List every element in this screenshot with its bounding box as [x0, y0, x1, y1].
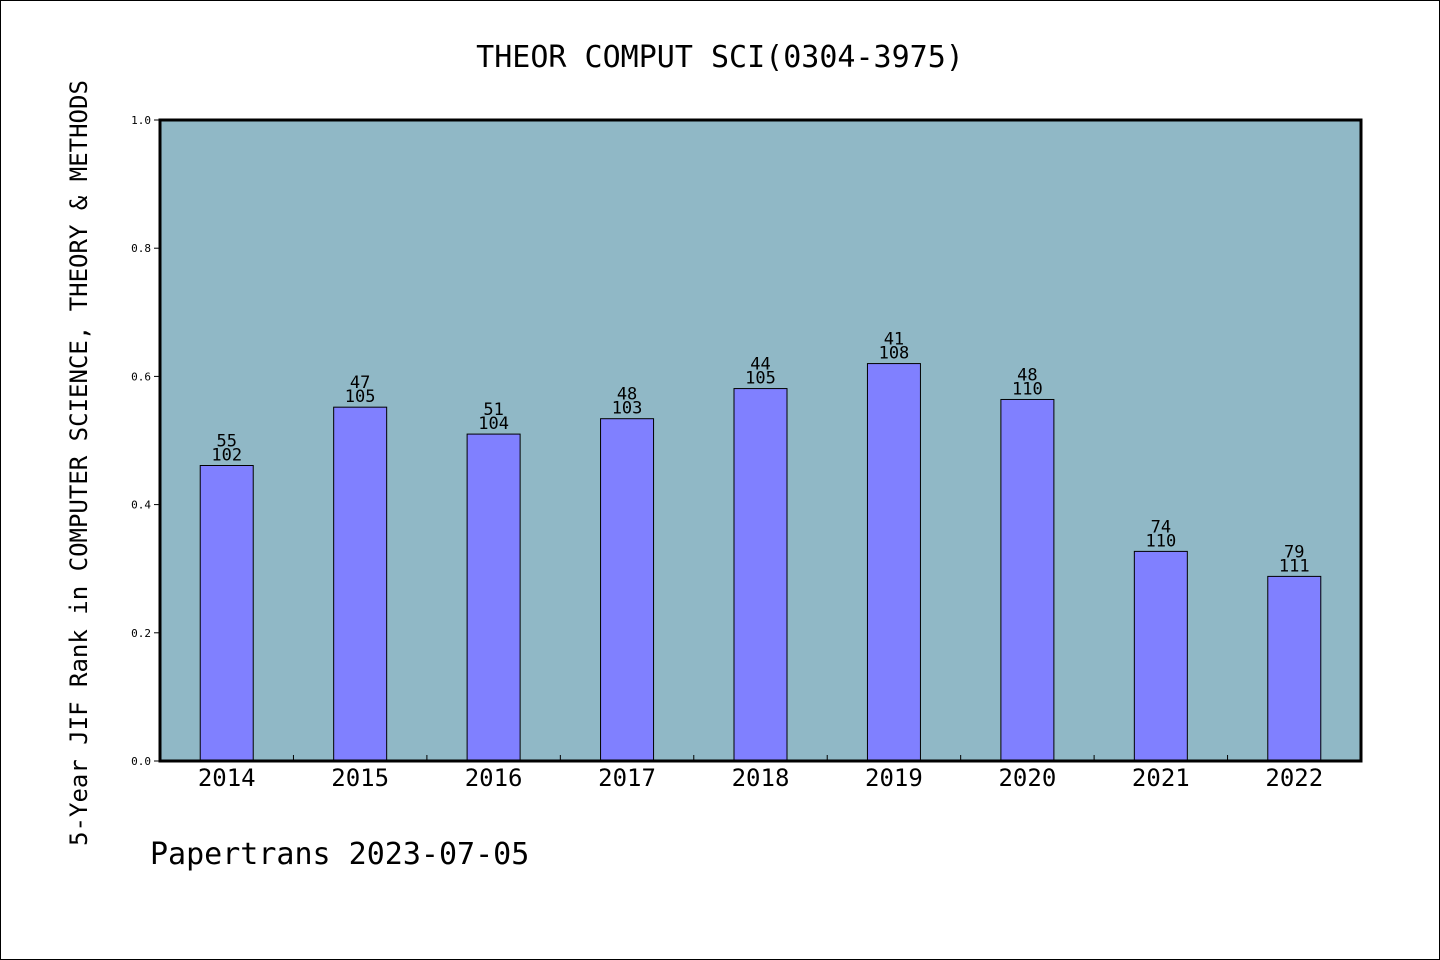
bar-rank-label: 55 — [216, 431, 236, 451]
x-tick-label: 2016 — [465, 764, 523, 792]
x-axis-ticks: 2014 2015 2016 2017 2018 2019 2020 2021 2022 — [198, 755, 1323, 792]
x-tick-label: 2015 — [331, 764, 389, 792]
y-tick-label: 0.0 — [131, 755, 151, 768]
bar-2018 — [733, 388, 788, 762]
bar-2021 — [1133, 550, 1188, 762]
y-tick-label: 0.2 — [131, 627, 151, 640]
bar-2014 — [199, 464, 254, 762]
bar-2016 — [466, 433, 521, 762]
x-tick-label: 2019 — [865, 764, 923, 792]
x-tick-label: 2022 — [1265, 764, 1323, 792]
bar-total-label: 105 — [345, 387, 376, 407]
bar-2022 — [1267, 575, 1322, 762]
y-tick-label: 1.0 — [131, 114, 151, 127]
y-axis-ticks: 0.0 0.2 0.4 0.6 0.8 1.0 — [131, 114, 160, 768]
bar-total-label: 105 — [745, 369, 776, 389]
x-tick-label: 2014 — [198, 764, 256, 792]
bar-2019 — [866, 363, 921, 762]
bar-total-label: 108 — [879, 344, 910, 364]
bar-total-label: 111 — [1279, 556, 1310, 576]
y-axis-label: 5-Year JIF Rank in COMPUTER SCIENCE, THE… — [65, 80, 93, 846]
y-tick-label: 0.6 — [131, 370, 151, 383]
x-tick-label: 2021 — [1132, 764, 1190, 792]
bar-rank-label: 44 — [750, 355, 770, 375]
plot-border — [158, 118, 1363, 763]
bar-2015 — [333, 406, 388, 762]
x-tick-label: 2020 — [998, 764, 1056, 792]
bar-rank-label: 74 — [1151, 517, 1171, 537]
bar-data-labels: 5510247105511044810344105411084811074110… — [211, 330, 1309, 577]
footer-credit: Papertrans 2023-07-05 — [150, 837, 529, 872]
bar-total-label: 103 — [612, 399, 643, 419]
bar-2020 — [1000, 398, 1055, 762]
y-tick-label: 0.4 — [131, 499, 151, 512]
bar-rank-label: 41 — [884, 330, 904, 350]
bar-total-label: 102 — [211, 445, 242, 465]
bar-rank-label: 51 — [483, 400, 503, 420]
bar-rank-label: 79 — [1284, 542, 1304, 562]
bar-total-label: 110 — [1145, 531, 1176, 551]
bar-rank-label: 47 — [350, 373, 370, 393]
bar-rank-label: 48 — [617, 385, 637, 405]
x-tick-label: 2018 — [732, 764, 790, 792]
bar-rank-label: 48 — [1017, 365, 1037, 385]
chart-title: THEOR COMPUT SCI(0304-3975) — [476, 40, 964, 75]
bar-total-label: 104 — [478, 414, 509, 434]
x-tick-label: 2017 — [598, 764, 656, 792]
bar-series — [199, 363, 1322, 762]
bar-2017 — [600, 418, 655, 762]
bar-total-label: 110 — [1012, 379, 1043, 399]
y-tick-label: 0.8 — [131, 242, 151, 255]
